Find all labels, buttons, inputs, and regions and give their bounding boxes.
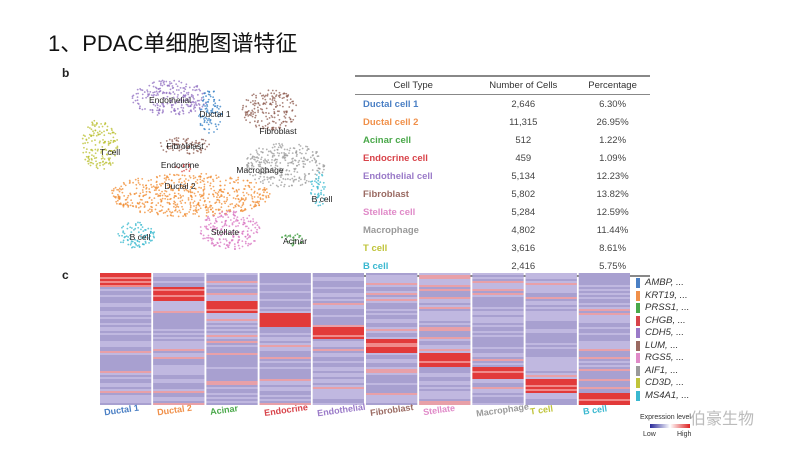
cluster-ductal-2 <box>111 173 271 217</box>
heatmap-column <box>153 273 204 405</box>
watermark: 伯豪生物 <box>690 405 754 429</box>
cell-type: Stellate cell <box>355 203 471 221</box>
table-row: Endocrine cell 459 1.09% <box>355 149 650 167</box>
gene-group-bar <box>636 353 640 363</box>
heatmap-column <box>419 273 470 405</box>
cell-type: Endocrine cell <box>355 149 471 167</box>
gene-label: AMBP, ... <box>645 277 684 288</box>
cell-type: T cell <box>355 239 471 257</box>
gene-label: LUM, ... <box>645 340 678 351</box>
cluster-label: B cell <box>312 194 333 204</box>
cell-count: 5,134 <box>471 167 575 185</box>
cell-type: Fibroblast <box>355 185 471 203</box>
table-row: Ductal cell 1 2,646 6.30% <box>355 95 650 114</box>
cell-count: 2,646 <box>471 95 575 114</box>
table-row: Endothelial cell 5,134 12.23% <box>355 167 650 185</box>
panel-label-c: c <box>62 268 69 282</box>
cell-count: 4,802 <box>471 221 575 239</box>
gene-group-bar <box>636 291 640 301</box>
cell-pct: 1.09% <box>575 149 650 167</box>
col-header: Number of Cells <box>471 76 575 95</box>
expression-heatmap <box>100 273 632 405</box>
gene-label: MS4A1, ... <box>645 390 689 401</box>
cluster-label: T cell <box>100 147 120 157</box>
cluster-label: Endothelial <box>149 95 191 105</box>
table-row: Ductal cell 2 11,315 26.95% <box>355 113 650 131</box>
cluster-label: Ductal 2 <box>164 181 195 191</box>
legend-low: Low <box>643 431 656 438</box>
cell-type: Acinar cell <box>355 131 471 149</box>
cluster-label: Fibroblast <box>259 126 297 136</box>
gene-group-bar <box>636 303 640 313</box>
heatmap-column <box>526 273 577 405</box>
cell-pct: 12.59% <box>575 203 650 221</box>
cluster-label: Fibroblast <box>166 141 204 151</box>
tsne-plot: Endothelial Ductal 1 Fibroblast Fibroblast T… <box>70 70 340 250</box>
heatmap-column <box>313 273 364 405</box>
gene-group-bar <box>636 391 640 401</box>
legend-colorbar <box>650 424 690 428</box>
gene-label: AIF1, ... <box>645 365 678 376</box>
legend-high: High <box>677 431 691 438</box>
gene-label: KRT19, ... <box>645 290 688 301</box>
cluster-fibroblast <box>242 89 298 130</box>
table-row: Macrophage 4,802 11.44% <box>355 221 650 239</box>
heatmap-column <box>472 273 523 405</box>
table-row: Acinar cell 512 1.22% <box>355 131 650 149</box>
cluster-label: Acinar <box>283 236 307 246</box>
col-header: Cell Type <box>355 76 471 95</box>
cell-pct: 12.23% <box>575 167 650 185</box>
heatmap-column <box>366 273 417 405</box>
gene-group-bar <box>636 278 640 288</box>
col-header: Percentage <box>575 76 650 95</box>
cell-count: 5,284 <box>471 203 575 221</box>
gene-group-bar <box>636 341 640 351</box>
gene-group-bar <box>636 366 640 376</box>
cell-pct: 1.22% <box>575 131 650 149</box>
cell-pct: 26.95% <box>575 113 650 131</box>
cluster-label: Macrophage <box>236 165 284 175</box>
legend-title: Expression level <box>640 414 691 421</box>
panel-label-b: b <box>62 66 69 80</box>
cell-type: Macrophage <box>355 221 471 239</box>
gene-group-bar <box>636 316 640 326</box>
heatmap-column <box>206 273 257 405</box>
cluster-label: Stellate <box>211 227 240 237</box>
cell-type: Endothelial cell <box>355 167 471 185</box>
gene-label: CHGB, ... <box>645 315 686 326</box>
cell-type: Ductal cell 1 <box>355 95 471 114</box>
table-row: Fibroblast 5,802 13.82% <box>355 185 650 203</box>
cell-type-table: Cell Type Number of Cells Percentage Duc… <box>355 75 650 277</box>
cell-count: 3,616 <box>471 239 575 257</box>
heatmap-column <box>260 273 311 405</box>
cell-pct: 8.61% <box>575 239 650 257</box>
cell-count: 5,802 <box>471 185 575 203</box>
cell-pct: 6.30% <box>575 95 650 114</box>
gene-label: RGS5, ... <box>645 352 684 363</box>
cell-pct: 11.44% <box>575 221 650 239</box>
cluster-label: Endocrine <box>161 160 200 170</box>
heatmap-column-label: T cell <box>529 403 553 416</box>
table-row: T cell 3,616 8.61% <box>355 239 650 257</box>
heatmap-column-label: B cell <box>582 403 607 416</box>
cell-count: 459 <box>471 149 575 167</box>
gene-label: CD3D, ... <box>645 377 684 388</box>
heatmap-column <box>579 273 630 405</box>
cluster-label: B cell <box>130 232 151 242</box>
cell-pct: 13.82% <box>575 185 650 203</box>
heatmap-column-label: Acinar <box>210 403 239 417</box>
cluster-t-cell <box>82 120 119 170</box>
cell-count: 512 <box>471 131 575 149</box>
slide-title: 1、PDAC单细胞图谱特征 <box>48 26 297 58</box>
heatmap-column <box>100 273 151 405</box>
cell-type: Ductal cell 2 <box>355 113 471 131</box>
gene-label: CDH5, ... <box>645 327 684 338</box>
gene-group-bar <box>636 328 640 338</box>
cluster-label: Ductal 1 <box>199 109 230 119</box>
gene-label: PRSS1, ... <box>645 302 689 313</box>
gene-group-bar <box>636 378 640 388</box>
table-row: Stellate cell 5,284 12.59% <box>355 203 650 221</box>
cell-count: 11,315 <box>471 113 575 131</box>
